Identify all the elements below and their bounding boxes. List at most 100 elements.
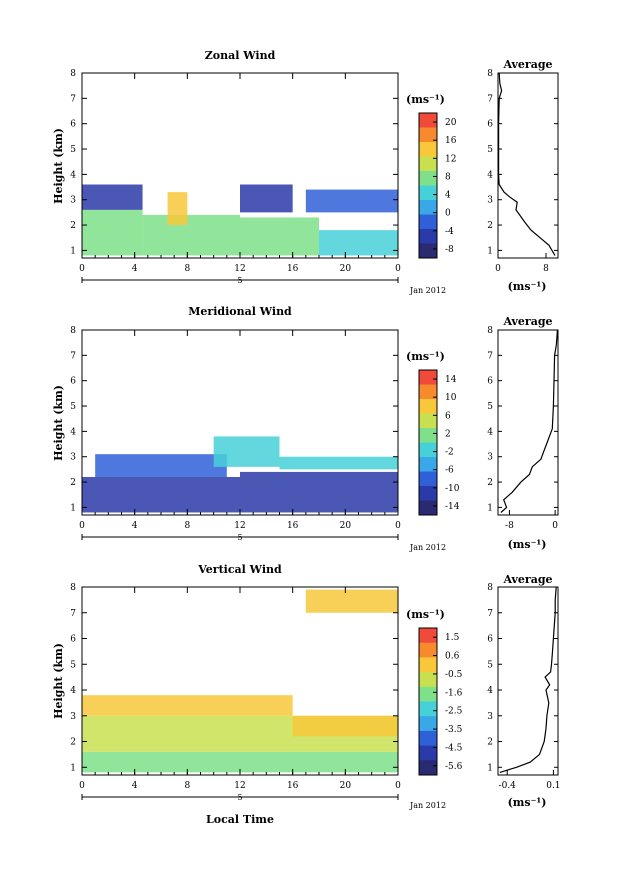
avg-x-tick-label: 8 [543,264,549,274]
y-tick-label: 1 [70,246,76,256]
y-tick-label: 4 [70,686,76,696]
colorbar-swatch [419,185,437,201]
colorbar-tick-label: 1.5 [445,633,460,643]
x-tick-label: 4 [132,781,138,791]
avg-profile-line [499,586,557,773]
colorbar-frame [418,369,438,516]
y-tick-label: 7 [70,351,76,361]
panel-title: Vertical Wind [197,563,282,576]
meridional-average-profile: 1 2 3 4 5 6 7 8 -8 0 [487,326,559,531]
y-tick-label: 8 [70,326,76,336]
avg-y-tick-label: 1 [487,246,493,256]
avg-x-tick-label: 0.1 [546,781,560,791]
y-tick-label: 6 [70,377,76,387]
x-tick-label: 16 [287,264,299,274]
avg-y-tick-label: 4 [487,427,493,437]
colorbar-swatch [419,701,437,717]
colorbar-tick-label: 16 [445,136,457,146]
avg-y-tick-label: 4 [487,170,493,180]
avg-x-tick-label: 0 [552,521,558,531]
colorbar-swatch [419,428,437,443]
y-tick-label: 8 [70,69,76,79]
avg-y-tick-label: 4 [487,686,493,696]
avg-y-tick-label: 6 [487,377,493,387]
avg-y-tick-label: 8 [487,583,493,593]
y-tick-label: 5 [70,402,76,412]
colorbar-frame [418,112,438,259]
y-tick-label: 2 [70,738,76,748]
y-axis-label: Height (km) [52,643,65,719]
colorbar-swatch [419,716,437,732]
colorbar-tick-label: -1.6 [445,688,463,698]
avg-y-tick-label: 5 [487,402,493,412]
x-tick-label: 12 [234,521,245,531]
colorbar-swatch [419,442,437,458]
colorbar-swatch [419,457,437,472]
avg-profile-line [498,72,556,256]
avg-y-tick-label: 7 [487,351,493,361]
colorbar-tick-label: 10 [445,393,457,403]
y-tick-label: 1 [70,503,76,513]
colorbar-tick-label: -5.6 [445,762,463,772]
date-label: Jan 2012 [409,801,446,810]
avg-x-tick-label: 0 [495,264,501,274]
y-axis-label: Height (km) [52,385,65,461]
colorbar-tick-label: -14 [445,502,460,512]
colorbar-tick-label: -3.5 [445,725,463,735]
colorbar-swatch [419,214,437,230]
x-tick-label: 8 [184,781,190,791]
heatmap-region [305,189,398,213]
y-tick-label: 6 [70,120,76,130]
y-axis-label: Height (km) [52,128,65,204]
colorbar-swatch [419,171,437,186]
x-tick-label: 20 [340,264,352,274]
colorbar-swatch [419,642,437,658]
zonal-average-profile: 1 2 3 4 5 6 7 8 0 8 [487,69,559,274]
colorbar-tick-label: 6 [445,411,451,421]
colorbar-swatch [419,399,437,414]
y-tick-label: 4 [70,170,76,180]
colorbar-tick-label: -2.5 [445,707,463,717]
x-tick-label: 16 [287,781,299,791]
heatmap-region [240,217,319,256]
colorbar-tick-label: -4 [445,227,454,237]
y-tick-label: 6 [70,635,76,645]
day-label: 5 [237,793,242,802]
x-tick-label: 4 [132,264,138,274]
colorbar-tick-label: 0 [445,209,451,219]
avg-title: Average [502,573,552,586]
heatmap-region [142,214,240,256]
avg-y-tick-label: 1 [487,503,493,513]
avg-y-tick-label: 7 [487,94,493,104]
vertical-average-profile: 1 2 3 4 5 6 7 8 -0.4 0.1 [487,583,560,791]
x-tick-label: 0 [79,521,85,531]
avg-x-tick-label: -0.4 [499,781,517,791]
meridional-colorbar: 14 10 6 2 -2 -6 -10 -14 [418,369,460,516]
panel-title: Zonal Wind [205,49,276,62]
heatmap-region [82,751,398,773]
heatmap-region [319,230,398,256]
y-tick-label: 8 [70,583,76,593]
x-tick-label: 12 [234,264,245,274]
day-label: 5 [237,533,242,542]
vertical-heatmap [82,589,398,773]
heatmap-region [240,471,398,513]
colorbar-swatch [419,229,437,244]
x-tick-label: 0 [395,264,401,274]
avg-unit-label: (ms⁻¹) [508,796,547,809]
colorbar-swatch [419,486,437,501]
colorbar-tick-label: 4 [445,191,451,201]
x-tick-label: 16 [287,521,299,531]
y-tick-label: 3 [70,712,76,722]
y-tick-label: 2 [70,221,76,231]
y-tick-label: 1 [70,763,76,773]
zonal-colorbar: 20 16 12 8 4 0 -4 -8 [418,112,457,259]
heatmap-region [167,192,188,226]
colorbar-frame [418,627,438,776]
colorbar-tick-label: 20 [445,118,457,128]
avg-y-tick-label: 6 [487,120,493,130]
